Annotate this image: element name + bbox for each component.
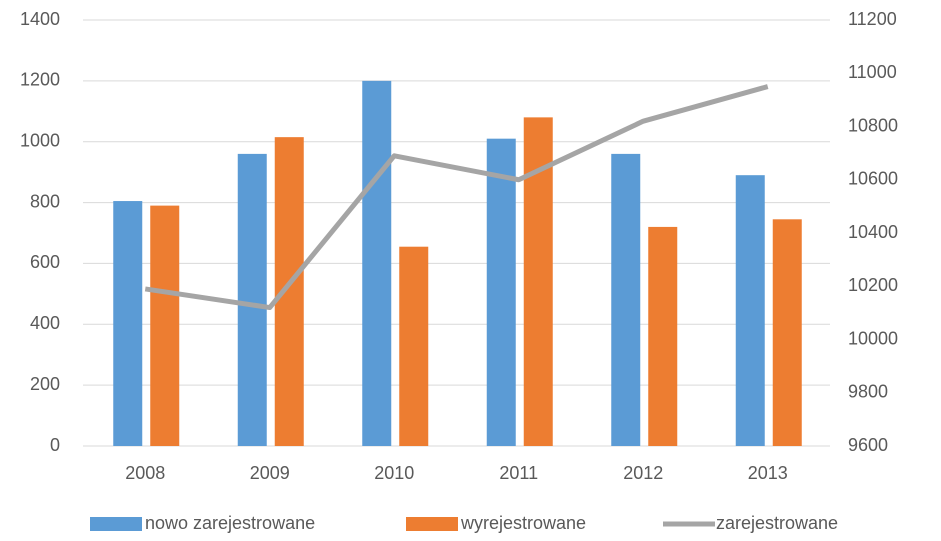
bar — [611, 153, 641, 446]
bar — [274, 137, 304, 446]
y2-tick-label: 10000 — [848, 328, 898, 348]
x-tick-label: 2008 — [125, 463, 165, 483]
y2-tick-label: 10600 — [848, 169, 898, 189]
y-tick-label: 600 — [30, 252, 60, 272]
line — [144, 84, 769, 311]
bar — [648, 226, 678, 446]
y2-tick-label: 11000 — [848, 62, 897, 82]
bar — [772, 219, 802, 446]
y-tick-label: 0 — [50, 435, 60, 455]
y-tick-label: 400 — [30, 313, 60, 333]
y2-tick-label: 9800 — [848, 382, 888, 402]
x-tick-label: 2013 — [748, 463, 788, 483]
y2-tick-label: 9600 — [848, 435, 888, 455]
legend-label: zarejestrowane — [716, 513, 838, 533]
x-tick-label: 2011 — [499, 463, 538, 483]
y-tick-label: 1400 — [20, 9, 60, 29]
x-tick-label: 2010 — [374, 463, 414, 483]
y-tick-label: 1000 — [20, 130, 60, 150]
bar — [735, 175, 765, 446]
bar — [150, 205, 180, 446]
bar — [237, 153, 267, 446]
legend-label: nowo zarejestrowane — [145, 513, 315, 533]
y2-tick-label: 10800 — [848, 115, 898, 135]
legend-swatch — [90, 517, 142, 531]
bar — [486, 138, 516, 446]
y-tick-label: 200 — [30, 374, 60, 394]
y2-tick-label: 11200 — [848, 9, 897, 29]
y-tick-label: 800 — [30, 191, 60, 211]
legend-label: wyrejestrowane — [460, 513, 586, 533]
y-tick-label: 1200 — [20, 70, 60, 90]
legend-swatch — [406, 517, 458, 531]
bar — [399, 246, 429, 446]
x-tick-label: 2009 — [250, 463, 290, 483]
bar — [113, 201, 143, 446]
x-tick-label: 2012 — [623, 463, 663, 483]
bar — [362, 80, 392, 446]
y2-tick-label: 10200 — [848, 275, 898, 295]
y2-tick-label: 10400 — [848, 222, 898, 242]
